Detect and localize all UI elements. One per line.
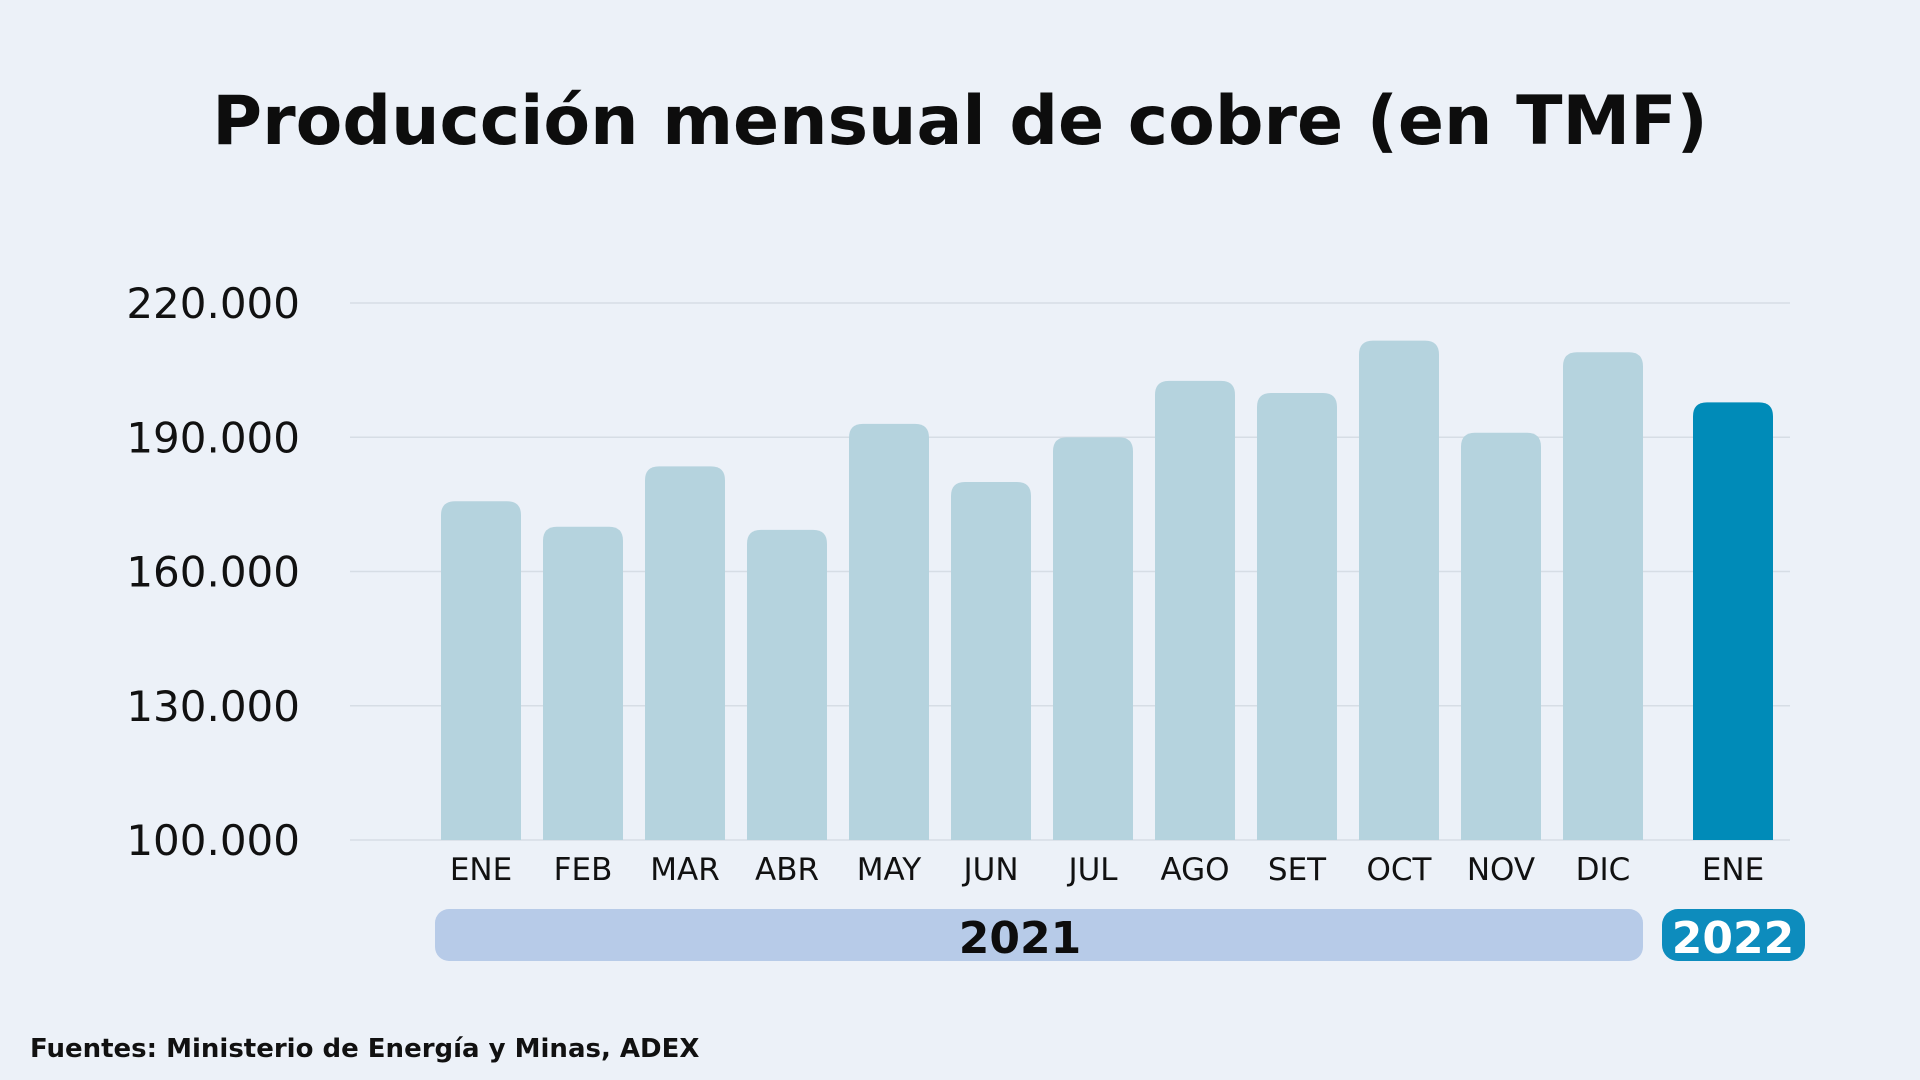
x-tick-label: ENE	[450, 852, 512, 888]
bar-ene-2022	[1693, 402, 1773, 840]
bar-nov-2021	[1461, 432, 1541, 840]
y-tick-label: 190.000	[126, 413, 300, 462]
x-tick-label: JUL	[1066, 852, 1118, 888]
bars	[441, 340, 1773, 840]
year-groups: 2021 2022	[435, 909, 1805, 964]
x-tick-label: OCT	[1367, 852, 1433, 888]
x-tick-label: NOV	[1467, 852, 1535, 888]
group-band-2022	[1662, 909, 1805, 961]
bar-ene-2021	[441, 501, 521, 840]
x-tick-label: AGO	[1160, 852, 1229, 888]
y-axis-ticks: 100.000 130.000 160.000 190.000 220.000	[126, 279, 300, 865]
bar-dic-2021	[1563, 352, 1643, 840]
bar-abr-2021	[747, 529, 827, 840]
y-tick-label: 220.000	[126, 279, 300, 328]
group-band-2021	[435, 909, 1643, 961]
x-tick-label: ABR	[755, 852, 819, 888]
x-tick-label: MAR	[650, 852, 720, 888]
group-label-2022: 2022	[1672, 913, 1794, 964]
bar-may-2021	[849, 423, 929, 840]
bar-jun-2021	[951, 482, 1031, 840]
y-tick-label: 130.000	[126, 682, 300, 731]
bar-set-2021	[1257, 392, 1337, 840]
bar-jul-2021	[1053, 437, 1133, 840]
x-axis-ticks: ENE FEB MAR ABR MAY JUN JUL AGO SET OCT NOV DIC ENE	[450, 852, 1764, 888]
bar-mar-2021	[645, 466, 725, 840]
x-tick-label: MAY	[857, 852, 922, 888]
bar-feb-2021	[543, 526, 623, 840]
bar-oct-2021	[1359, 340, 1439, 840]
bar-ago-2021	[1155, 380, 1235, 840]
source-note: Fuentes: Ministerio de Energía y Minas, …	[30, 1034, 700, 1064]
x-tick-label: ENE	[1702, 852, 1764, 888]
x-tick-label: FEB	[554, 852, 613, 888]
y-tick-label: 160.000	[126, 548, 300, 597]
y-tick-label: 100.000	[126, 816, 300, 865]
x-tick-label: JUN	[961, 852, 1018, 888]
x-tick-label: SET	[1268, 852, 1327, 888]
x-tick-label: DIC	[1576, 852, 1631, 888]
chart-title: Producción mensual de cobre (en TMF)	[212, 82, 1708, 161]
group-label-2021: 2021	[959, 913, 1081, 964]
